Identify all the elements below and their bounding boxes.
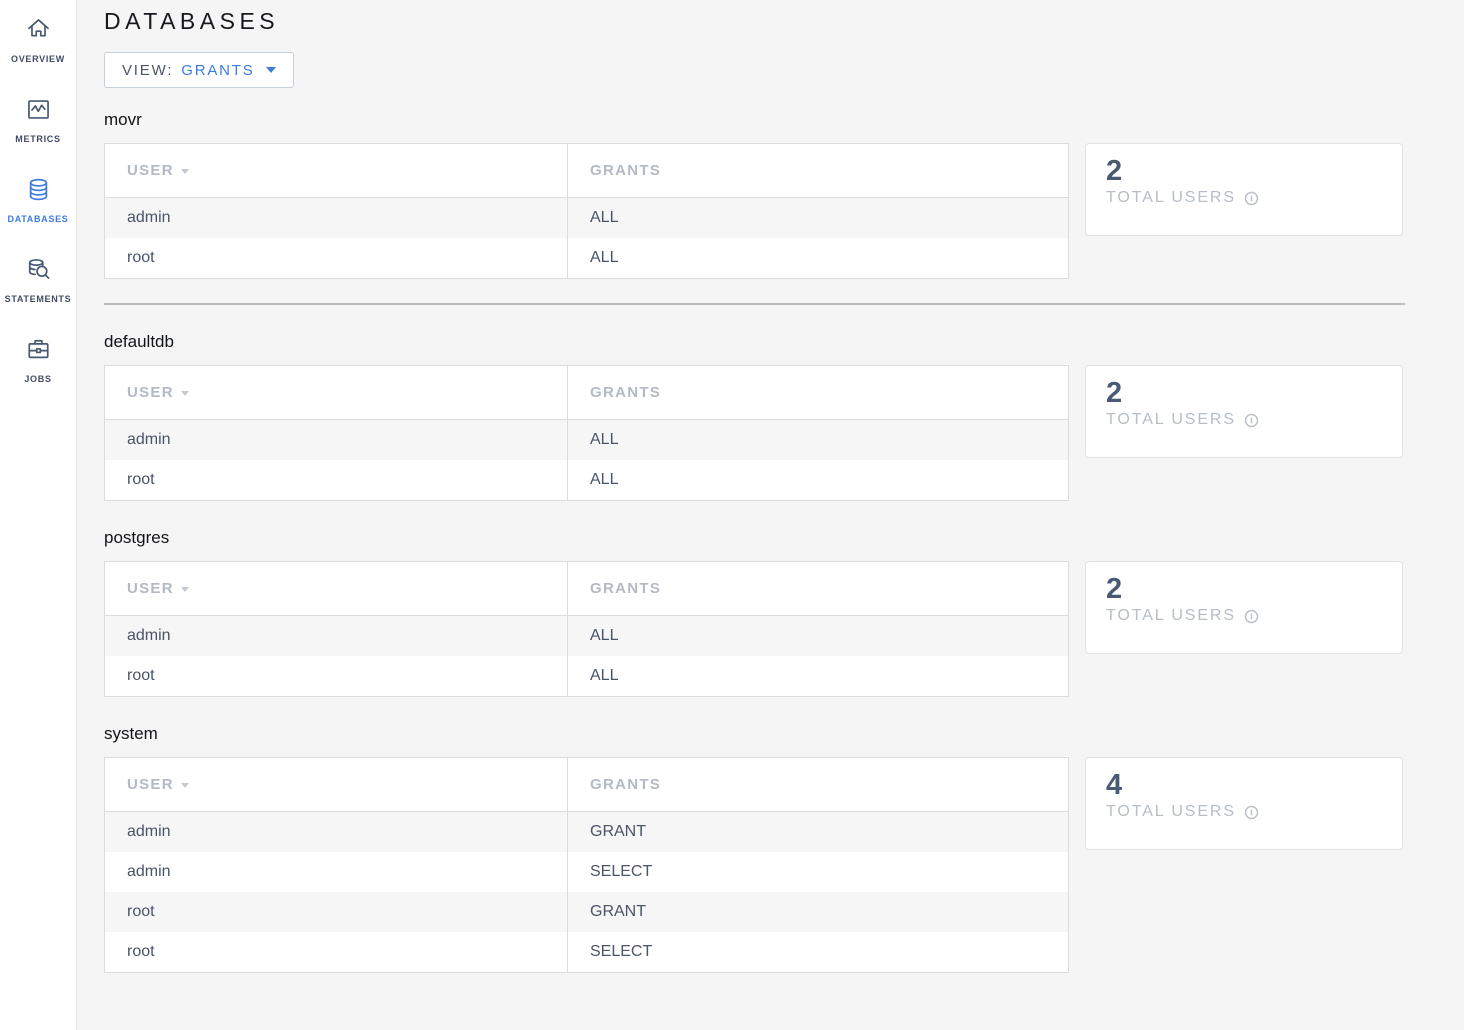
column-header-grants: GRANTS [567,366,1068,419]
table-row: root ALL [105,656,1068,696]
user-cell: root [127,903,155,920]
view-selector-label: VIEW: [122,61,174,79]
grants-table: USER GRANTS admin GRANT admi [104,757,1069,973]
total-users-label: TOTAL USERS [1106,189,1382,207]
sidebar-item-jobs[interactable]: JOBS [0,328,76,408]
briefcase-icon [25,336,52,368]
database-section-system: system USER GRANTS [104,724,1403,973]
user-cell: admin [127,209,171,226]
user-cell: admin [127,863,171,880]
user-cell: root [127,249,155,266]
sidebar-item-overview[interactable]: OVERVIEW [0,8,76,88]
column-header-user[interactable]: USER [105,758,567,811]
info-icon[interactable] [1244,805,1259,820]
total-users-label: TOTAL USERS [1106,607,1382,625]
sidebar-item-label: STATEMENTS [4,294,72,304]
sort-caret-icon [180,391,189,396]
database-section-defaultdb: defaultdb USER GRANTS [104,332,1403,501]
total-users-count: 4 [1106,769,1123,801]
page-title: DATABASES [104,8,280,34]
sidebar-item-label: JOBS [24,374,52,384]
total-users-card: 2 TOTAL USERS [1085,561,1403,654]
table-row: root ALL [105,238,1068,278]
info-icon[interactable] [1244,191,1259,206]
database-name: defaultdb [104,332,174,351]
table-row: root SELECT [105,932,1068,972]
grants-table: USER GRANTS admin ALL root [104,561,1069,697]
database-icon [25,176,52,208]
info-icon[interactable] [1244,609,1259,624]
home-icon [25,16,52,48]
grants-cell: SELECT [567,932,1068,972]
table-header-row: USER GRANTS [105,758,1068,812]
sidebar-item-databases[interactable]: DATABASES [0,168,76,248]
chevron-down-icon [265,67,276,73]
user-cell: root [127,667,155,684]
sidebar-item-label: DATABASES [7,214,69,224]
total-users-card: 4 TOTAL USERS [1085,757,1403,850]
database-section-postgres: postgres USER GRANTS [104,528,1403,697]
column-header-user[interactable]: USER [105,144,567,197]
total-users-count: 2 [1106,573,1123,605]
grants-cell: ALL [567,460,1068,500]
table-header-row: USER GRANTS [105,366,1068,420]
user-cell: admin [127,823,171,840]
total-users-count: 2 [1106,377,1123,409]
user-cell: admin [127,627,171,644]
grants-cell: ALL [567,238,1068,278]
user-cell: admin [127,431,171,448]
database-name: movr [104,110,142,129]
database-search-icon [25,256,52,288]
grants-cell: ALL [567,420,1068,460]
section-divider [104,303,1405,305]
column-header-user[interactable]: USER [105,366,567,419]
line-chart-icon [25,96,52,128]
column-header-grants: GRANTS [567,758,1068,811]
total-users-count: 2 [1106,155,1123,187]
sidebar: OVERVIEW METRICS DATABASE [0,0,77,1030]
info-icon[interactable] [1244,413,1259,428]
table-row: admin ALL [105,616,1068,656]
user-cell: root [127,471,155,488]
database-name: postgres [104,528,170,547]
grants-table: USER GRANTS admin ALL root [104,365,1069,501]
table-row: admin GRANT [105,812,1068,852]
grants-cell: GRANT [567,892,1068,932]
table-row: root GRANT [105,892,1068,932]
sort-caret-icon [180,169,189,174]
column-header-user[interactable]: USER [105,562,567,615]
grants-table: USER GRANTS admin ALL root [104,143,1069,279]
table-row: admin ALL [105,420,1068,460]
grants-cell: GRANT [567,812,1068,852]
grants-cell: ALL [567,616,1068,656]
table-row: root ALL [105,460,1068,500]
view-selector-value: GRANTS [181,61,255,79]
database-name: system [104,724,158,743]
sort-caret-icon [180,587,189,592]
grants-cell: ALL [567,656,1068,696]
table-row: admin SELECT [105,852,1068,892]
database-section-movr: movr USER GRANTS a [104,110,1403,279]
user-cell: root [127,943,155,960]
sort-caret-icon [180,783,189,788]
total-users-label: TOTAL USERS [1106,411,1382,429]
total-users-card: 2 TOTAL USERS [1085,365,1403,458]
view-selector-dropdown[interactable]: VIEW: GRANTS [104,52,294,88]
total-users-card: 2 TOTAL USERS [1085,143,1403,236]
table-header-row: USER GRANTS [105,562,1068,616]
grants-cell: ALL [567,198,1068,238]
sidebar-item-label: OVERVIEW [11,54,65,64]
table-row: admin ALL [105,198,1068,238]
column-header-grants: GRANTS [567,144,1068,197]
grants-cell: SELECT [567,852,1068,892]
sidebar-item-statements[interactable]: STATEMENTS [0,248,76,328]
column-header-grants: GRANTS [567,562,1068,615]
main-content: DATABASES VIEW: GRANTS movr USER [77,0,1464,1030]
sidebar-item-metrics[interactable]: METRICS [0,88,76,168]
total-users-label: TOTAL USERS [1106,803,1382,821]
sidebar-item-label: METRICS [15,134,61,144]
table-header-row: USER GRANTS [105,144,1068,198]
